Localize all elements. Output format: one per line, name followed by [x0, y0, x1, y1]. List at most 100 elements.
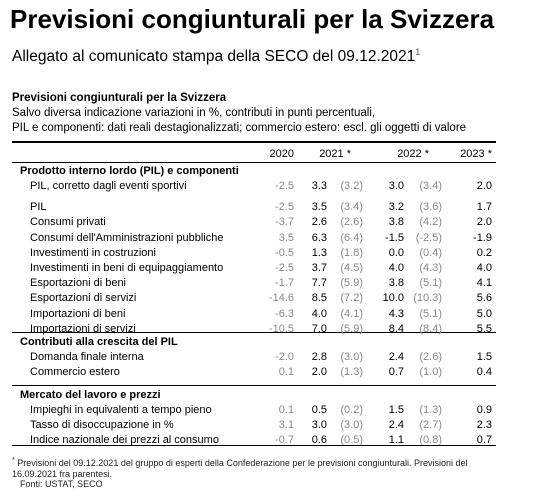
footnote-text: Previsioni del 09.12.2021 del gruppo di …	[12, 458, 468, 479]
prev-forecast-2022: (5.1)	[419, 277, 442, 289]
row-label: Tasso di disoccupazione in %	[30, 419, 174, 431]
value-2020: 0.1	[278, 404, 294, 416]
row-label: Commercio estero	[30, 366, 120, 378]
source-line: Fonti: USTAT, SECO	[20, 479, 103, 489]
value-2020: -2.5	[275, 180, 294, 192]
section-title: Prodotto interno lordo (PIL) e component…	[20, 165, 239, 177]
table-row: Importazioni di beni -6.3 4.0 (4.1) 4.3 (5.1)…	[0, 308, 544, 323]
value-2021: 0.5	[311, 404, 327, 416]
row-label: Consumi privati	[30, 216, 106, 228]
table-row: Importazioni di servizi -10.5 7.0 (5.9) 8.4 (…	[0, 323, 544, 338]
value-2021: 3.5	[311, 201, 327, 213]
value-2023: 0.4	[476, 366, 492, 378]
table-row: Consumi dell'Amministrazioni pubbliche 3.…	[0, 232, 544, 247]
section-title: Mercato del lavoro e prezzi	[20, 389, 161, 401]
prev-forecast-2021: (7.2)	[340, 292, 363, 304]
value-2022: 3.8	[388, 277, 404, 289]
prev-forecast-2021: (3.0)	[340, 419, 363, 431]
row-label: Domanda finale interna	[30, 351, 144, 363]
prev-forecast-2022: (2.6)	[419, 351, 442, 363]
table-row: Indice nazionale dei prezzi al consumo -0…	[0, 434, 544, 449]
value-2020: -2.5	[275, 201, 294, 213]
prev-forecast-2022: (4.3)	[419, 262, 442, 274]
table-row: Esportazioni di servizi -14.6 8.5 (7.2) 10.0…	[0, 292, 544, 307]
prev-forecast-2021: (3.4)	[340, 201, 363, 213]
value-2022: 0.7	[388, 366, 404, 378]
prev-forecast-2021: (0.5)	[340, 434, 363, 446]
value-2023: 5.6	[476, 292, 492, 304]
table-bottom-rule	[12, 445, 496, 446]
value-2023: 0.9	[476, 404, 492, 416]
value-2022: 1.1	[388, 434, 404, 446]
value-2021: 1.3	[311, 247, 327, 259]
prev-forecast-2021: (1.3)	[340, 366, 363, 378]
value-2022: 4.3	[388, 308, 404, 320]
value-2023: 0.2	[476, 247, 492, 259]
value-2023: 1.7	[476, 201, 492, 213]
table-row: Esportazioni di beni -1.7 7.7 (5.9) 3.8 (5.1)…	[0, 277, 544, 292]
section-rule	[12, 332, 496, 333]
value-2022: 3.0	[388, 180, 404, 192]
subtitle-text: Allegato al comunicato stampa della SECO…	[12, 48, 416, 66]
row-label: Consumi dell'Amministrazioni pubbliche	[30, 232, 224, 244]
value-2020: 0.1	[278, 366, 294, 378]
table-row: PIL, corretto dagli eventi sportivi -2.5 3…	[0, 180, 544, 195]
page-title: Previsioni congiunturali per la Svizzera	[10, 4, 495, 34]
prev-forecast-2022: (-2.5)	[415, 232, 442, 244]
row-label: Indice nazionale dei prezzi al consumo	[30, 434, 219, 446]
value-2020: -2.0	[275, 351, 294, 363]
row-label: PIL, corretto dagli eventi sportivi	[30, 180, 187, 192]
value-2022: 4.0	[388, 262, 404, 274]
row-label: PIL	[30, 201, 47, 213]
prev-forecast-2021: (1.8)	[340, 247, 363, 259]
value-2020: 3.1	[278, 419, 294, 431]
row-label: Importazioni di servizi	[30, 323, 136, 335]
value-2020: -10.5	[268, 323, 294, 335]
value-2023: 5.5	[476, 323, 492, 335]
subtitle-footnote-ref: 1	[415, 47, 421, 57]
row-label: Investimenti in beni di equipaggiamento	[30, 262, 224, 274]
header-2023: 2023 *	[460, 148, 492, 160]
value-2023: 2.0	[476, 216, 492, 228]
table-row: Commercio estero 0.1 2.0 (1.3) 0.7 (1.0) 0.4	[0, 366, 544, 381]
value-2020: -0.7	[275, 434, 294, 446]
page-subtitle: Allegato al comunicato stampa della SECO…	[12, 47, 420, 66]
footnote: * Previsioni del 09.12.2021 del gruppo d…	[12, 455, 502, 480]
value-2020: -0.5	[275, 247, 294, 259]
prev-forecast-2021: (3.0)	[340, 351, 363, 363]
prev-forecast-2022: (4.2)	[419, 216, 442, 228]
row-label: Investimenti in costruzioni	[30, 247, 156, 259]
prev-forecast-2022: (1.3)	[419, 404, 442, 416]
prev-forecast-2021: (6.4)	[340, 232, 363, 244]
prev-forecast-2022: (1.0)	[419, 366, 442, 378]
value-2020: -3.7	[275, 216, 294, 228]
table-row: Tasso di disoccupazione in % 3.1 3.0 (3.0) 2…	[0, 419, 544, 434]
value-2021: 8.5	[311, 292, 327, 304]
section-rule	[12, 385, 496, 386]
value-2021: 2.0	[311, 366, 327, 378]
header-rule	[12, 162, 496, 163]
table-top-rule	[12, 141, 496, 143]
prev-forecast-2022: (0.8)	[419, 434, 442, 446]
prev-forecast-2021: (4.1)	[340, 308, 363, 320]
prev-forecast-2021: (5.9)	[340, 323, 363, 335]
row-label: Esportazioni di beni	[30, 277, 127, 289]
table-row: Domanda finale interna -2.0 2.8 (3.0) 2.4 (2.…	[0, 351, 544, 366]
value-2023: 1.5	[476, 351, 492, 363]
table-row: PIL -2.5 3.5 (3.4) 3.2 (3.6) 1.7	[0, 201, 544, 216]
prev-forecast-2022: (8.4)	[419, 323, 442, 335]
header-2021: 2021 *	[319, 148, 351, 160]
value-2023: 4.0	[476, 262, 492, 274]
header-2020: 2020	[269, 148, 294, 160]
value-2022: 0.0	[388, 247, 404, 259]
prev-forecast-2022: (10.3)	[413, 292, 442, 304]
value-2022: 8.4	[388, 323, 404, 335]
value-2023: 2.3	[476, 419, 492, 431]
value-2021: 3.7	[311, 262, 327, 274]
value-2023: 5.0	[476, 308, 492, 320]
value-2021: 2.6	[311, 216, 327, 228]
prev-forecast-2021: (2.6)	[340, 216, 363, 228]
value-2022: 10.0	[382, 292, 404, 304]
prev-forecast-2022: (0.4)	[419, 247, 442, 259]
prev-forecast-2021: (4.5)	[340, 262, 363, 274]
